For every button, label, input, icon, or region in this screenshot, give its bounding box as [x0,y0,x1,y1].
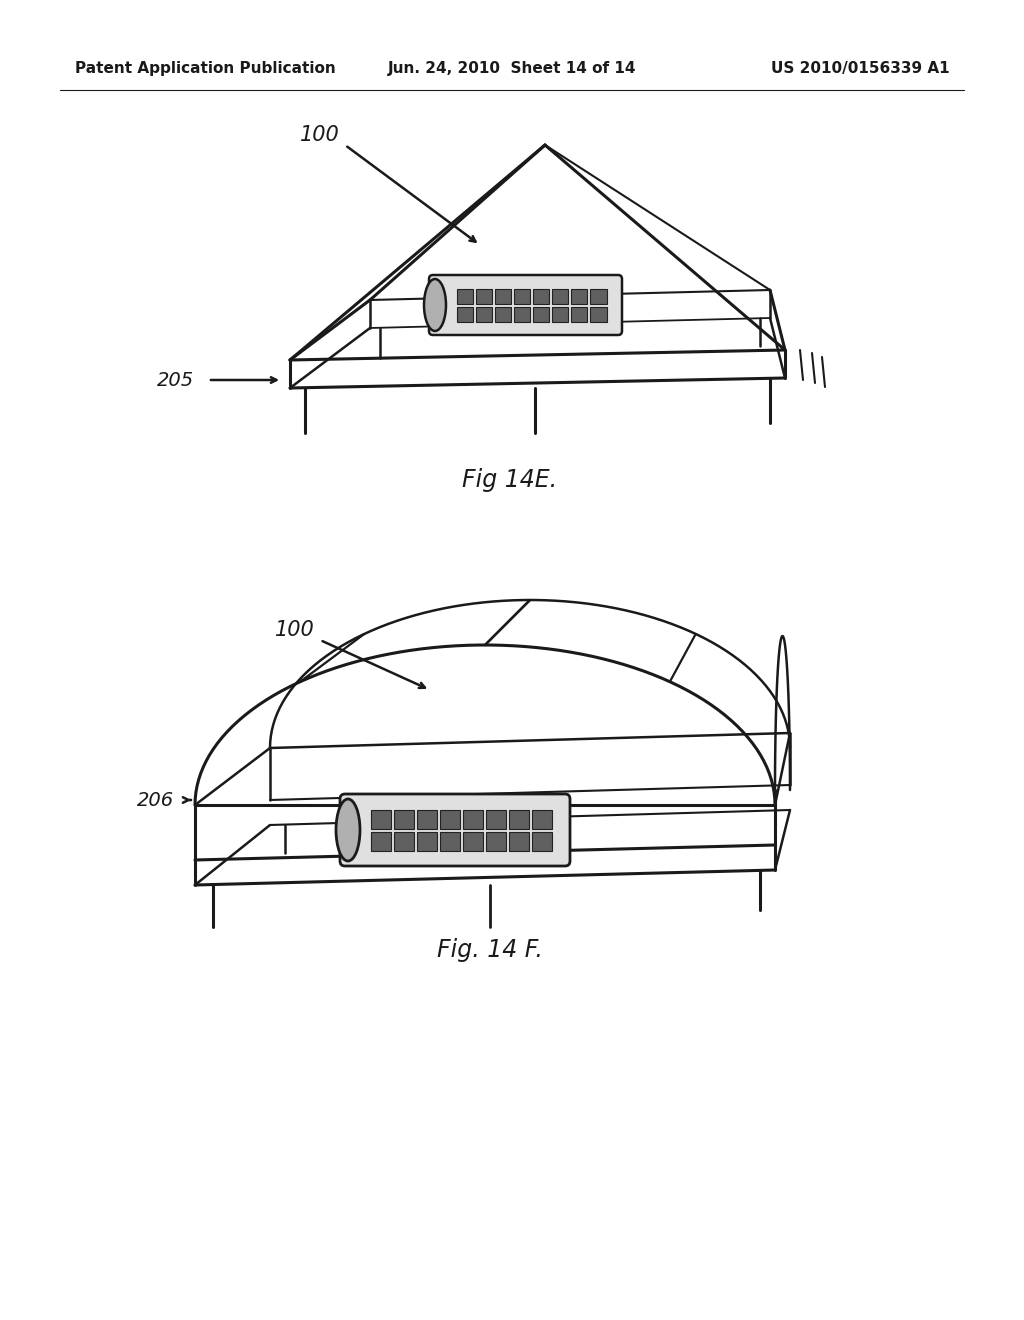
Ellipse shape [424,279,446,331]
Bar [371,809,390,829]
Bar [531,832,552,850]
Bar [534,306,549,322]
Bar [457,289,473,304]
Bar [393,809,414,829]
Bar [371,832,390,850]
Bar [485,832,506,850]
Bar [531,809,552,829]
Bar [495,289,511,304]
Bar [463,809,482,829]
Text: 206: 206 [136,791,173,809]
Bar [417,809,436,829]
Bar [571,306,588,322]
Bar [591,306,606,322]
FancyBboxPatch shape [429,275,622,335]
Text: Fig. 14 F.: Fig. 14 F. [437,939,543,962]
Text: US 2010/0156339 A1: US 2010/0156339 A1 [771,61,950,75]
Text: Patent Application Publication: Patent Application Publication [75,61,336,75]
Bar [591,289,606,304]
Ellipse shape [336,799,360,861]
Bar [463,832,482,850]
Text: 100: 100 [275,620,314,640]
Bar [571,289,588,304]
Text: 100: 100 [300,125,340,145]
Bar [509,832,528,850]
Text: Jun. 24, 2010  Sheet 14 of 14: Jun. 24, 2010 Sheet 14 of 14 [388,61,636,75]
Bar [457,306,473,322]
Text: Fig 14E.: Fig 14E. [463,469,557,492]
Bar [514,306,530,322]
Bar [475,289,492,304]
FancyBboxPatch shape [340,795,570,866]
Bar [439,809,460,829]
Bar [495,306,511,322]
Bar [552,289,568,304]
Bar [514,289,530,304]
Bar [393,832,414,850]
Bar [439,832,460,850]
Bar [534,289,549,304]
Text: 205: 205 [157,371,194,389]
Bar [485,809,506,829]
Bar [417,832,436,850]
Bar [509,809,528,829]
Bar [475,306,492,322]
Bar [552,306,568,322]
